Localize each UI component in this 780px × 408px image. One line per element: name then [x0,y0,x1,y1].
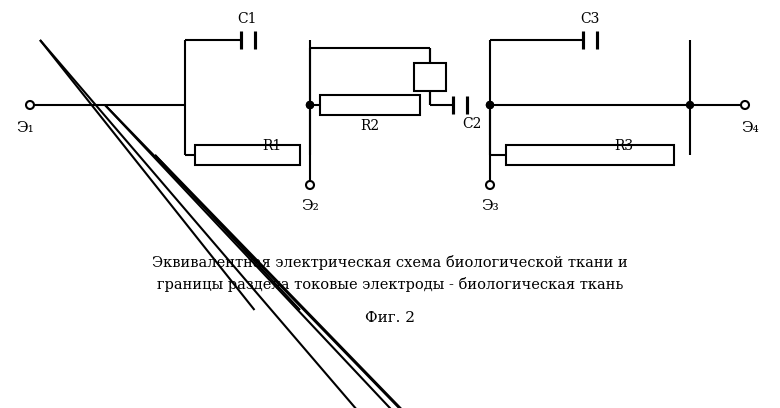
Circle shape [487,102,494,109]
Text: C2: C2 [462,117,481,131]
Text: Фиг. 2: Фиг. 2 [365,311,415,325]
Circle shape [486,181,494,189]
Circle shape [307,102,314,109]
Text: Э₁: Э₁ [16,121,34,135]
Text: границы раздела токовые электроды - биологическая ткань: границы раздела токовые электроды - биол… [157,277,623,292]
Text: C1: C1 [238,12,257,26]
Bar [506,145,674,165]
Circle shape [487,102,494,109]
Circle shape [686,102,693,109]
Circle shape [741,101,749,109]
Text: R3: R3 [614,139,633,153]
Circle shape [306,181,314,189]
Text: R1: R1 [263,139,282,153]
Bar [195,145,300,165]
Text: Э₂: Э₂ [301,199,319,213]
Circle shape [307,102,314,109]
Bar [320,95,420,115]
Text: R2: R2 [360,119,380,133]
Text: Э₄: Э₄ [741,121,759,135]
Circle shape [26,101,34,109]
Text: Эквивалентная электрическая схема биологической ткани и: Эквивалентная электрическая схема биолог… [152,255,628,270]
Bar [414,62,446,91]
Text: Э₃: Э₃ [481,199,499,213]
Text: C3: C3 [580,12,600,26]
